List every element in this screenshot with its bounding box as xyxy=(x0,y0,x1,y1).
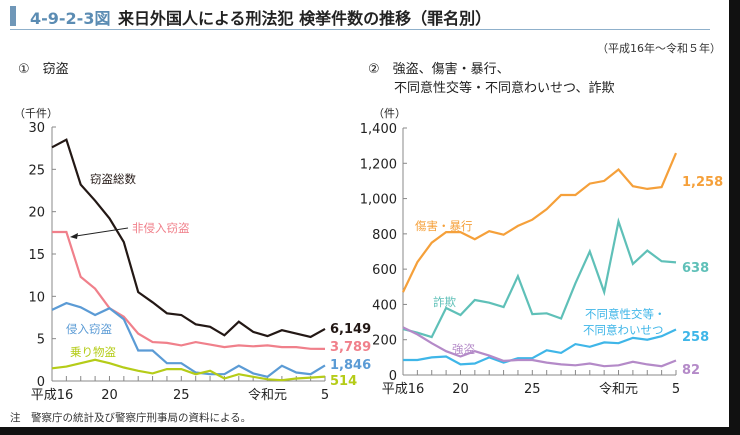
left-y-tick-label: 30 xyxy=(28,121,45,136)
right-series-line xyxy=(402,217,677,339)
left-series-annotation: 窃盗総数 xyxy=(90,172,136,186)
charts-svg: （千件） 0 5 10 15 20 25 30 平成16 20 25 令和元 5 6,149 3,789 1,… xyxy=(14,107,723,403)
left-x-tick-label: 令和元 xyxy=(248,388,287,403)
left-x-tick-label: 25 xyxy=(173,388,190,403)
right-end-value-label: 1,258 xyxy=(682,175,723,190)
right-x-tick-label: 5 xyxy=(672,382,680,397)
left-series-line xyxy=(51,301,326,378)
right-series-annotation: 不同意わいせつ xyxy=(583,323,664,337)
annotation-arrow-line xyxy=(75,227,129,237)
annotation-arrow-head xyxy=(70,233,78,239)
right-y-tick-label: 200 xyxy=(372,334,397,349)
left-series-line xyxy=(51,358,326,382)
right-y-tick-label: 1,400 xyxy=(360,122,397,137)
right-end-value-label: 638 xyxy=(682,261,709,276)
right-y-tick-label: 1,000 xyxy=(360,193,397,208)
left-series-annotation: 侵入窃盗 xyxy=(66,322,112,336)
right-y-tick-label: 400 xyxy=(372,298,397,313)
left-y-tick-label: 5 xyxy=(37,333,45,348)
left-end-value-label: 6,149 xyxy=(330,322,371,337)
figure-page: 4-9-2-3図 来日外国人による刑法犯 検挙件数の推移（罪名別） （平成16年… xyxy=(0,0,729,427)
left-series-annotation: 非侵入窃盗 xyxy=(132,221,190,235)
left-end-value-label: 514 xyxy=(330,374,357,389)
header-accent-bar xyxy=(10,6,16,26)
left-y-tick-label: 15 xyxy=(28,248,45,263)
left-y-tick-label: 20 xyxy=(28,206,45,221)
right-series-annotation: 不同意性交等・ xyxy=(585,307,666,321)
period-label: （平成16年～令和５年） xyxy=(597,42,721,55)
right-x-tick-label: 令和元 xyxy=(599,382,638,397)
right-series-annotation: 傷害・暴行 xyxy=(415,219,473,233)
left-end-value-label: 3,789 xyxy=(330,340,371,355)
right-series-line xyxy=(402,152,678,293)
left-y-tick-label: 25 xyxy=(28,163,45,178)
left-y-tick-label: 0 xyxy=(37,375,45,390)
right-end-value-label: 258 xyxy=(682,330,709,345)
left-series-line xyxy=(52,230,326,350)
right-series-line xyxy=(403,328,677,366)
right-y-tick-label: 800 xyxy=(372,228,397,243)
right-y-tick-label: 600 xyxy=(372,263,397,278)
right-series-annotation: 詐欺 xyxy=(433,295,456,309)
right-x-tick-label: 25 xyxy=(524,382,541,397)
left-panel-title: ① 窃盗 xyxy=(18,62,69,77)
right-y-unit-label: （件） xyxy=(373,107,406,120)
left-x-tick-label: 5 xyxy=(321,388,329,403)
right-y-tick-label: 1,200 xyxy=(360,157,397,172)
right-x-tick-label: 平成16 xyxy=(382,382,425,397)
left-series-line xyxy=(51,138,326,339)
header-divider xyxy=(10,29,710,30)
right-panel-title-line2: 不同意性交等・不同意わいせつ、詐欺 xyxy=(394,81,615,96)
source-note: 注 警察庁の統計及び警察庁刑事局の資料による。 xyxy=(10,412,252,424)
right-end-value-label: 82 xyxy=(682,363,700,378)
left-end-value-label: 1,846 xyxy=(330,358,371,373)
figure-title: 来日外国人による刑法犯 検挙件数の推移（罪名別） xyxy=(118,9,492,28)
figure-id: 4-9-2-3図 xyxy=(30,9,111,28)
left-y-unit-label: （千件） xyxy=(14,107,58,120)
right-series-line xyxy=(402,326,677,368)
left-x-tick-label: 平成16 xyxy=(31,388,74,403)
left-x-tick-label: 20 xyxy=(101,388,118,403)
right-panel-title-line1: ② 強盗、傷害・暴行、 xyxy=(368,62,510,77)
right-series-annotation: 強盗 xyxy=(452,342,475,356)
right-x-tick-label: 20 xyxy=(452,382,469,397)
left-series-annotation: 乗り物盗 xyxy=(70,345,116,359)
left-y-tick-label: 10 xyxy=(28,290,45,305)
right-y-tick-label: 0 xyxy=(389,369,397,384)
